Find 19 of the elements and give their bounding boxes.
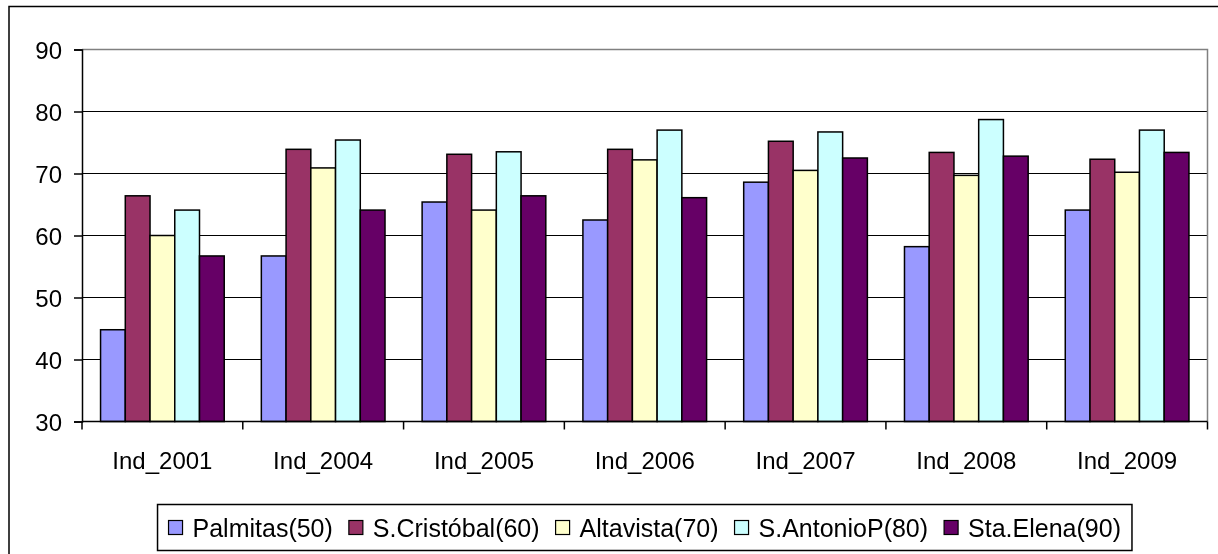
legend-label: Altavista(70) — [579, 513, 719, 542]
x-tick-label: Ind_2009 — [1077, 447, 1178, 474]
legend-label: Sta.Elena(90) — [968, 513, 1121, 542]
x-tick-label: Ind_2005 — [433, 447, 535, 474]
y-tick-label: 40 — [35, 346, 62, 374]
y-tick-label: 30 — [35, 408, 62, 436]
y-tick-label: 60 — [35, 222, 62, 250]
x-tick-label: Ind_2008 — [916, 447, 1017, 474]
y-tick-label: 50 — [35, 284, 62, 312]
legend-label: S.AntonioP(80) — [758, 513, 929, 542]
y-tick-label: 70 — [35, 160, 62, 188]
y-tick-label: 80 — [35, 98, 62, 126]
x-tick-label: Ind_2007 — [755, 447, 856, 474]
legend-label: S.Cristóbal(60) — [372, 513, 540, 542]
x-tick-label: Ind_2006 — [594, 447, 695, 474]
y-tick-label: 90 — [35, 36, 62, 64]
x-tick-label: Ind_2004 — [273, 447, 374, 474]
legend-label: Palmitas(50) — [192, 513, 333, 542]
x-tick-label: Ind_2001 — [112, 447, 213, 474]
